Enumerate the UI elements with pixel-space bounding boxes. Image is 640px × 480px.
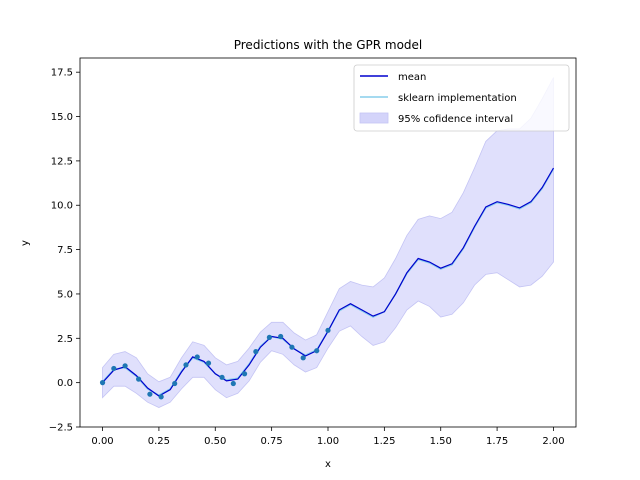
observation-point [241, 371, 248, 377]
y-tick-label: 2.5 [57, 334, 73, 345]
observation-point [111, 365, 117, 372]
y-tick-label: 17.5 [51, 68, 73, 79]
x-tick-label: 0.75 [261, 436, 283, 447]
x-axis-ticks: 0.00 0.25 0.50 0.75 1.00 1.25 1.50 1.75 2.00 [91, 427, 565, 447]
y-tick-label: 12.5 [51, 156, 73, 167]
x-tick-label: 2.00 [542, 436, 564, 447]
y-axis-ticks: −2.5 0.0 2.5 5.0 7.5 10.0 12.5 15.0 17.5 [49, 68, 80, 434]
observation-points [99, 327, 331, 400]
observation-point [278, 333, 284, 340]
observation-point [253, 349, 259, 355]
observation-point [230, 380, 236, 387]
observation-point [219, 374, 225, 380]
y-tick-label: 10.0 [51, 201, 73, 212]
x-tick-label: 0.50 [204, 436, 226, 447]
y-axis-label: y [20, 240, 31, 246]
observation-point [300, 355, 306, 361]
legend: mean sklearn implementation 95% cofidence … [353, 64, 570, 132]
observation-point [136, 376, 142, 382]
chart-title: Predictions with the GPR model [234, 38, 423, 52]
x-axis-label: x [325, 459, 331, 470]
observation-point [205, 360, 212, 366]
x-tick-label: 0.00 [91, 436, 113, 447]
legend-label: sklearn implementation [398, 93, 517, 104]
legend-swatch [359, 112, 389, 124]
legend-box [353, 64, 570, 132]
x-tick-label: 1.00 [317, 436, 339, 447]
observation-point [158, 394, 164, 400]
y-tick-label: 5.0 [57, 289, 73, 300]
observation-point [325, 327, 331, 333]
x-tick-label: 1.25 [373, 436, 395, 447]
observation-point [172, 380, 178, 387]
y-tick-label: 7.5 [57, 245, 73, 256]
observation-point [99, 380, 106, 386]
observation-point [289, 344, 295, 350]
legend-label: mean [398, 72, 426, 83]
observation-point [266, 334, 272, 341]
observation-point [147, 391, 153, 397]
y-tick-label: 15.0 [51, 112, 73, 123]
observation-point [194, 354, 200, 360]
y-tick-label: 0.0 [57, 378, 73, 389]
x-tick-label: 0.25 [148, 436, 170, 447]
observation-point [314, 348, 320, 354]
y-tick-label: −2.5 [49, 423, 73, 434]
x-tick-label: 1.50 [430, 436, 452, 447]
observation-point [122, 363, 128, 369]
x-tick-label: 1.75 [486, 436, 508, 447]
legend-label: 95% cofidence interval [398, 114, 513, 125]
confidence-band [102, 77, 554, 408]
observation-point [183, 362, 189, 368]
